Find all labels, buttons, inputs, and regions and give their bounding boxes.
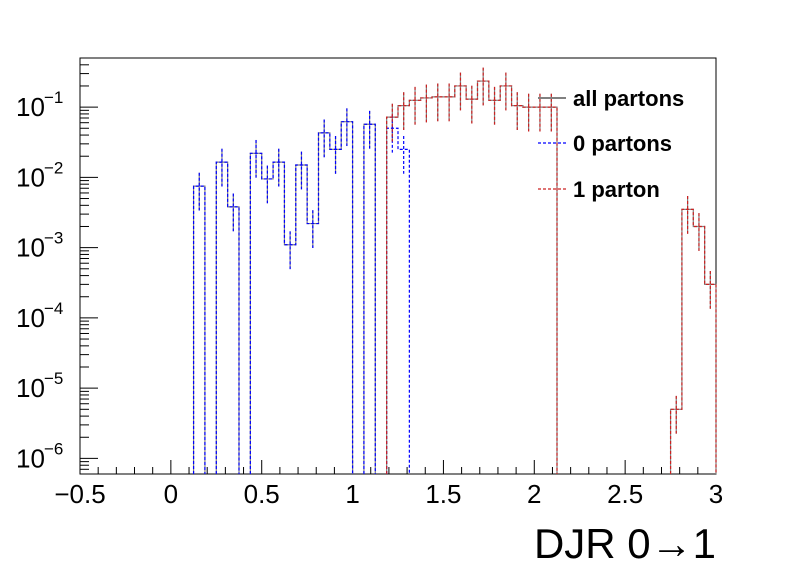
legend: all partons 0 partons 1 parton bbox=[538, 86, 684, 202]
x-tick-label: 1 bbox=[345, 479, 359, 509]
y-tick-base: 10 bbox=[16, 443, 45, 473]
y-minor-ticks bbox=[80, 57, 98, 475]
x-tick-label: 3 bbox=[709, 479, 723, 509]
legend-entry: all partons bbox=[538, 86, 684, 111]
series-line bbox=[386, 80, 717, 474]
legend-label: 1 parton bbox=[573, 177, 660, 202]
y-tick-exponent: −4 bbox=[44, 299, 63, 318]
series-layer bbox=[192, 67, 717, 474]
y-tick-labels: 10−610−510−410−310−210−1 bbox=[16, 88, 63, 473]
series-0-partons bbox=[192, 108, 410, 474]
series-line bbox=[192, 121, 410, 474]
y-tick-base: 10 bbox=[16, 92, 45, 122]
y-tick-base: 10 bbox=[16, 233, 45, 263]
y-tick-base: 10 bbox=[16, 162, 45, 192]
x-axis-title: DJR 0→1 bbox=[534, 520, 716, 567]
y-tick-label: 10 −4 bbox=[16, 299, 63, 333]
series-all-partons bbox=[192, 67, 717, 474]
legend-label: 0 partons bbox=[573, 131, 672, 156]
x-tick-label: 0.5 bbox=[244, 479, 280, 509]
legend-entry: 1 parton bbox=[538, 177, 660, 202]
plot-frame bbox=[79, 57, 717, 475]
y-tick-exponent: −1 bbox=[44, 88, 63, 107]
y-tick-exponent: −6 bbox=[44, 439, 63, 458]
y-tick-exponent: −5 bbox=[44, 369, 63, 388]
y-tick-exponent: −3 bbox=[44, 229, 63, 248]
y-tick-base: 10 bbox=[16, 373, 45, 403]
y-tick-label: 10 −6 bbox=[16, 439, 63, 473]
legend-entry: 0 partons bbox=[538, 131, 672, 156]
y-tick-exponent: −2 bbox=[44, 158, 63, 177]
series-1-parton bbox=[386, 67, 717, 474]
legend-label: all partons bbox=[573, 86, 684, 111]
y-tick-label: 10 −3 bbox=[16, 229, 63, 263]
y-tick-label: 10 −1 bbox=[16, 88, 63, 122]
y-tick-base: 10 bbox=[16, 303, 45, 333]
x-tick-label: 2 bbox=[527, 479, 541, 509]
x-tick-label: 2.5 bbox=[607, 479, 643, 509]
x-tick-labels: −0.5 0 0.5 1 1.5 2 2.5 3 bbox=[54, 479, 723, 509]
x-tick-label: 0 bbox=[164, 479, 178, 509]
x-tick-label: 1.5 bbox=[425, 479, 461, 509]
y-tick-label: 10 −5 bbox=[16, 369, 63, 403]
x-tick-label: −0.5 bbox=[54, 479, 105, 509]
x-minor-ticks bbox=[79, 460, 717, 474]
y-tick-label: 10 −2 bbox=[16, 158, 63, 192]
